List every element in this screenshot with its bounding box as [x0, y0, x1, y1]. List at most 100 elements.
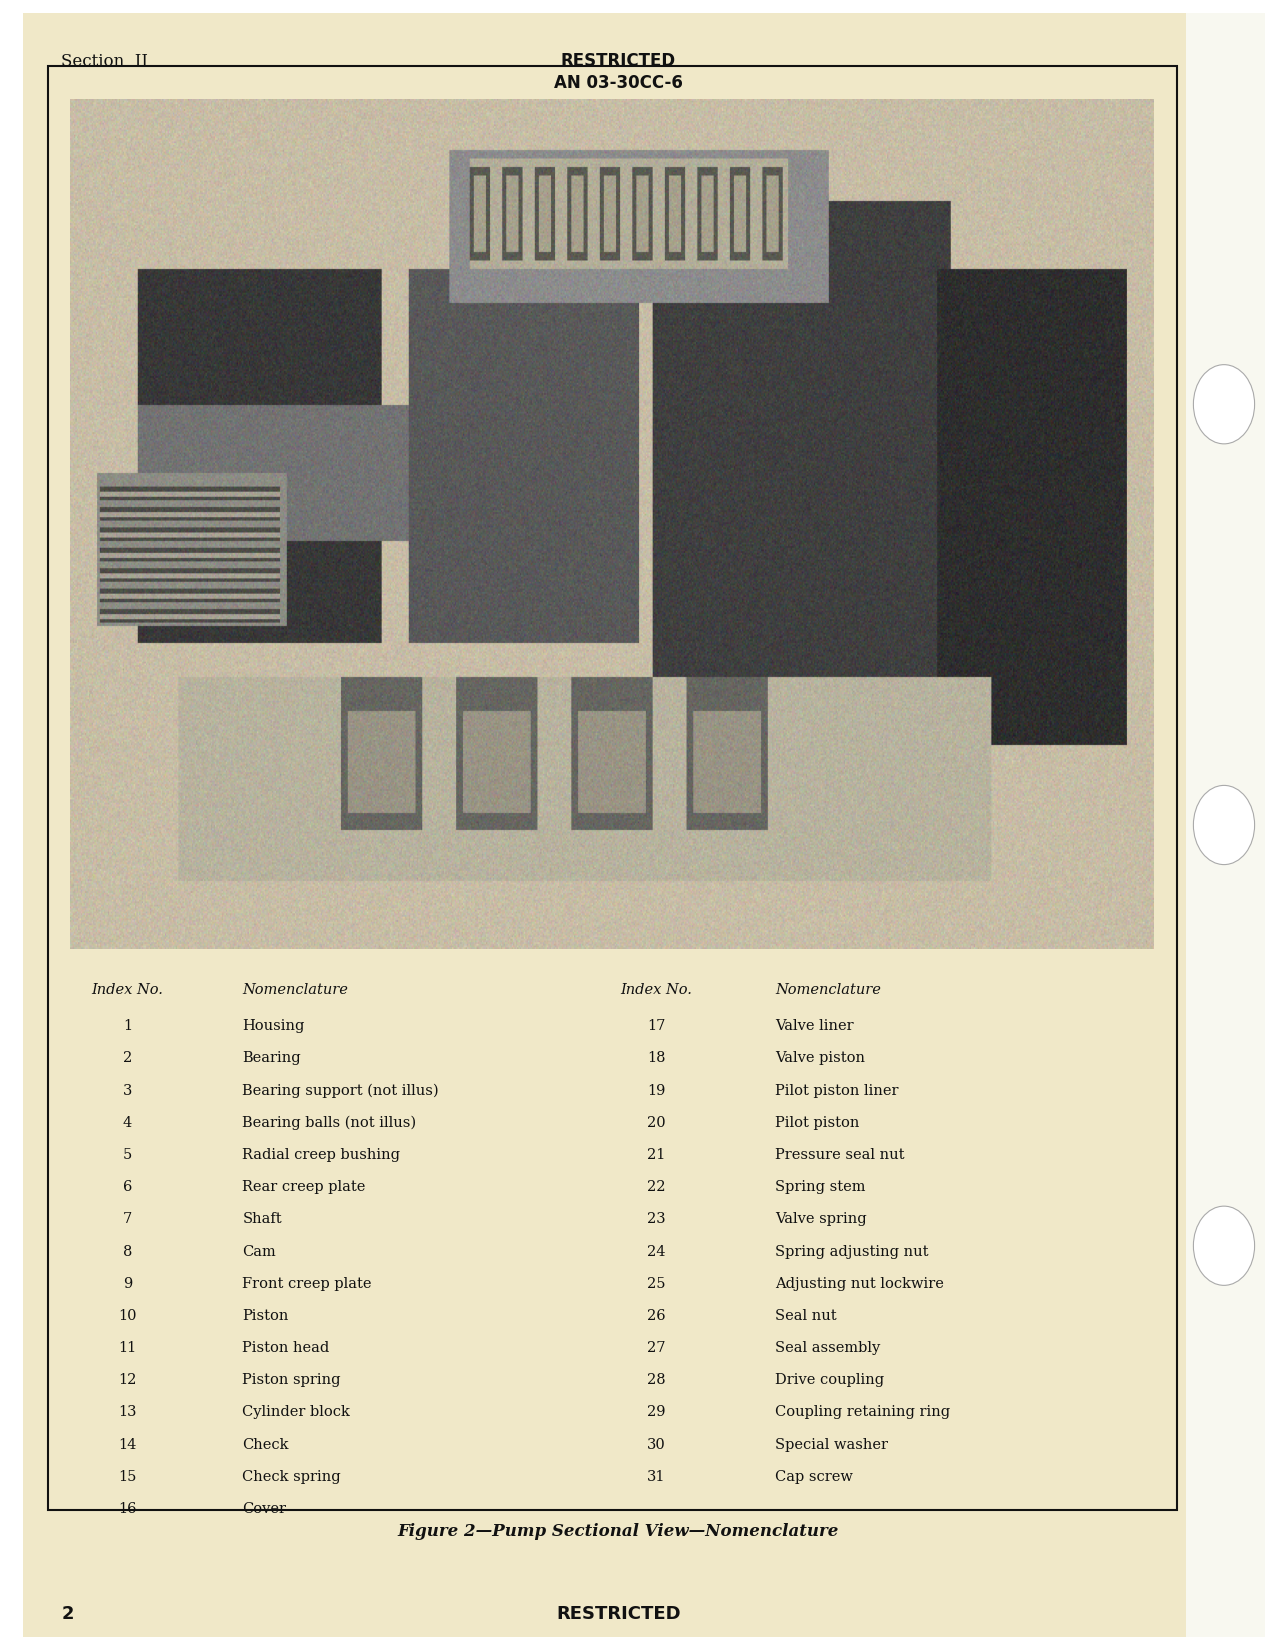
Text: Section  II: Section II [61, 53, 148, 69]
Circle shape [250, 196, 297, 259]
Text: Piston: Piston [242, 1308, 288, 1323]
Text: 14: 14 [445, 782, 460, 792]
Text: Index No.: Index No. [621, 983, 692, 997]
Text: 22: 22 [908, 383, 923, 393]
Circle shape [82, 363, 128, 424]
Text: Check spring: Check spring [242, 1470, 340, 1483]
Circle shape [306, 710, 352, 769]
Text: 26: 26 [648, 1308, 666, 1323]
Text: Check: Check [242, 1437, 288, 1452]
Circle shape [881, 175, 928, 238]
Text: 30: 30 [436, 229, 451, 239]
Text: Cap screw: Cap screw [775, 1470, 853, 1483]
Text: 12: 12 [119, 1373, 136, 1388]
Text: Pressure seal nut: Pressure seal nut [775, 1148, 905, 1162]
Text: 15: 15 [513, 795, 528, 805]
Circle shape [283, 153, 329, 216]
Text: 6: 6 [353, 229, 361, 239]
Text: 20: 20 [648, 1115, 666, 1130]
Text: 19: 19 [648, 1084, 666, 1097]
Text: 5: 5 [122, 1148, 133, 1162]
Text: PORT: PORT [105, 746, 158, 762]
Text: 2: 2 [61, 1605, 74, 1622]
Text: 5: 5 [321, 213, 329, 223]
Text: 18: 18 [908, 432, 923, 442]
Text: 2: 2 [122, 1051, 133, 1066]
Circle shape [1193, 365, 1255, 444]
Circle shape [891, 455, 938, 518]
Text: 3: 3 [122, 1084, 133, 1097]
Text: 25: 25 [648, 1277, 666, 1290]
Text: 4: 4 [353, 144, 361, 153]
Text: Pilot piston: Pilot piston [775, 1115, 859, 1130]
Bar [48, 66, 1177, 1510]
Text: 22: 22 [648, 1180, 666, 1195]
Text: RESTRICTED: RESTRICTED [556, 1605, 681, 1622]
Circle shape [467, 170, 514, 233]
Text: 13: 13 [748, 172, 764, 182]
Text: 10: 10 [321, 734, 337, 744]
Text: 27: 27 [648, 1341, 666, 1355]
Text: 21: 21 [648, 1148, 666, 1162]
Text: Special washer: Special washer [775, 1437, 889, 1452]
Text: 1: 1 [122, 1020, 133, 1033]
Circle shape [496, 769, 543, 832]
Circle shape [652, 163, 699, 226]
Text: 11: 11 [119, 1341, 136, 1355]
Text: 25: 25 [908, 246, 923, 256]
Circle shape [891, 563, 938, 625]
Text: 7: 7 [107, 625, 115, 635]
Text: Spring stem: Spring stem [775, 1180, 866, 1195]
Bar [1186, 13, 1265, 1637]
Text: Bearing: Bearing [242, 1051, 301, 1066]
Text: 30: 30 [648, 1437, 666, 1452]
Text: 24: 24 [648, 1244, 666, 1259]
Circle shape [1193, 1206, 1255, 1285]
Text: Drive coupling: Drive coupling [775, 1373, 885, 1388]
Text: Housing: Housing [242, 1020, 305, 1033]
Text: Rear creep plate: Rear creep plate [242, 1180, 366, 1195]
Text: 14: 14 [119, 1437, 136, 1452]
Text: 28: 28 [97, 388, 112, 398]
Text: Valve spring: Valve spring [775, 1213, 867, 1226]
Text: Shaft: Shaft [242, 1213, 282, 1226]
Text: 6: 6 [122, 1180, 133, 1195]
Circle shape [891, 356, 938, 419]
Text: 9: 9 [122, 1277, 133, 1290]
Text: 31: 31 [648, 1470, 666, 1483]
Text: 10: 10 [119, 1308, 136, 1323]
Text: 17: 17 [908, 482, 923, 492]
Text: 1: 1 [219, 200, 227, 210]
Text: 24: 24 [908, 292, 923, 302]
Text: 28: 28 [648, 1373, 666, 1388]
Text: Nomenclature: Nomenclature [242, 983, 348, 997]
Circle shape [421, 203, 467, 264]
Circle shape [102, 315, 148, 378]
Text: 8: 8 [593, 210, 601, 219]
Text: PORT: PORT [606, 903, 659, 919]
Text: 20: 20 [908, 540, 923, 549]
Text: 29: 29 [117, 342, 133, 351]
Circle shape [891, 515, 938, 576]
Circle shape [428, 756, 476, 817]
Circle shape [362, 736, 408, 799]
Text: 26: 26 [849, 155, 864, 165]
Text: 7: 7 [122, 1213, 133, 1226]
Text: 12: 12 [377, 762, 393, 772]
Circle shape [834, 129, 880, 191]
Text: 17: 17 [648, 1020, 666, 1033]
Text: Spring adjusting nut: Spring adjusting nut [775, 1244, 928, 1259]
Circle shape [199, 173, 247, 234]
Text: Front creep plate: Front creep plate [242, 1277, 372, 1290]
Circle shape [302, 186, 348, 249]
Circle shape [891, 406, 938, 469]
Text: Seal nut: Seal nut [775, 1308, 836, 1323]
Text: 13: 13 [119, 1406, 136, 1419]
Text: 23: 23 [648, 1213, 666, 1226]
Text: 16: 16 [898, 201, 913, 211]
Text: 27: 27 [139, 295, 154, 305]
Text: Index No.: Index No. [92, 983, 163, 997]
Circle shape [122, 271, 171, 332]
Text: Figure 2—Pump Sectional View—Nomenclature: Figure 2—Pump Sectional View—Nomenclatur… [398, 1523, 839, 1539]
Text: 19: 19 [908, 589, 923, 599]
